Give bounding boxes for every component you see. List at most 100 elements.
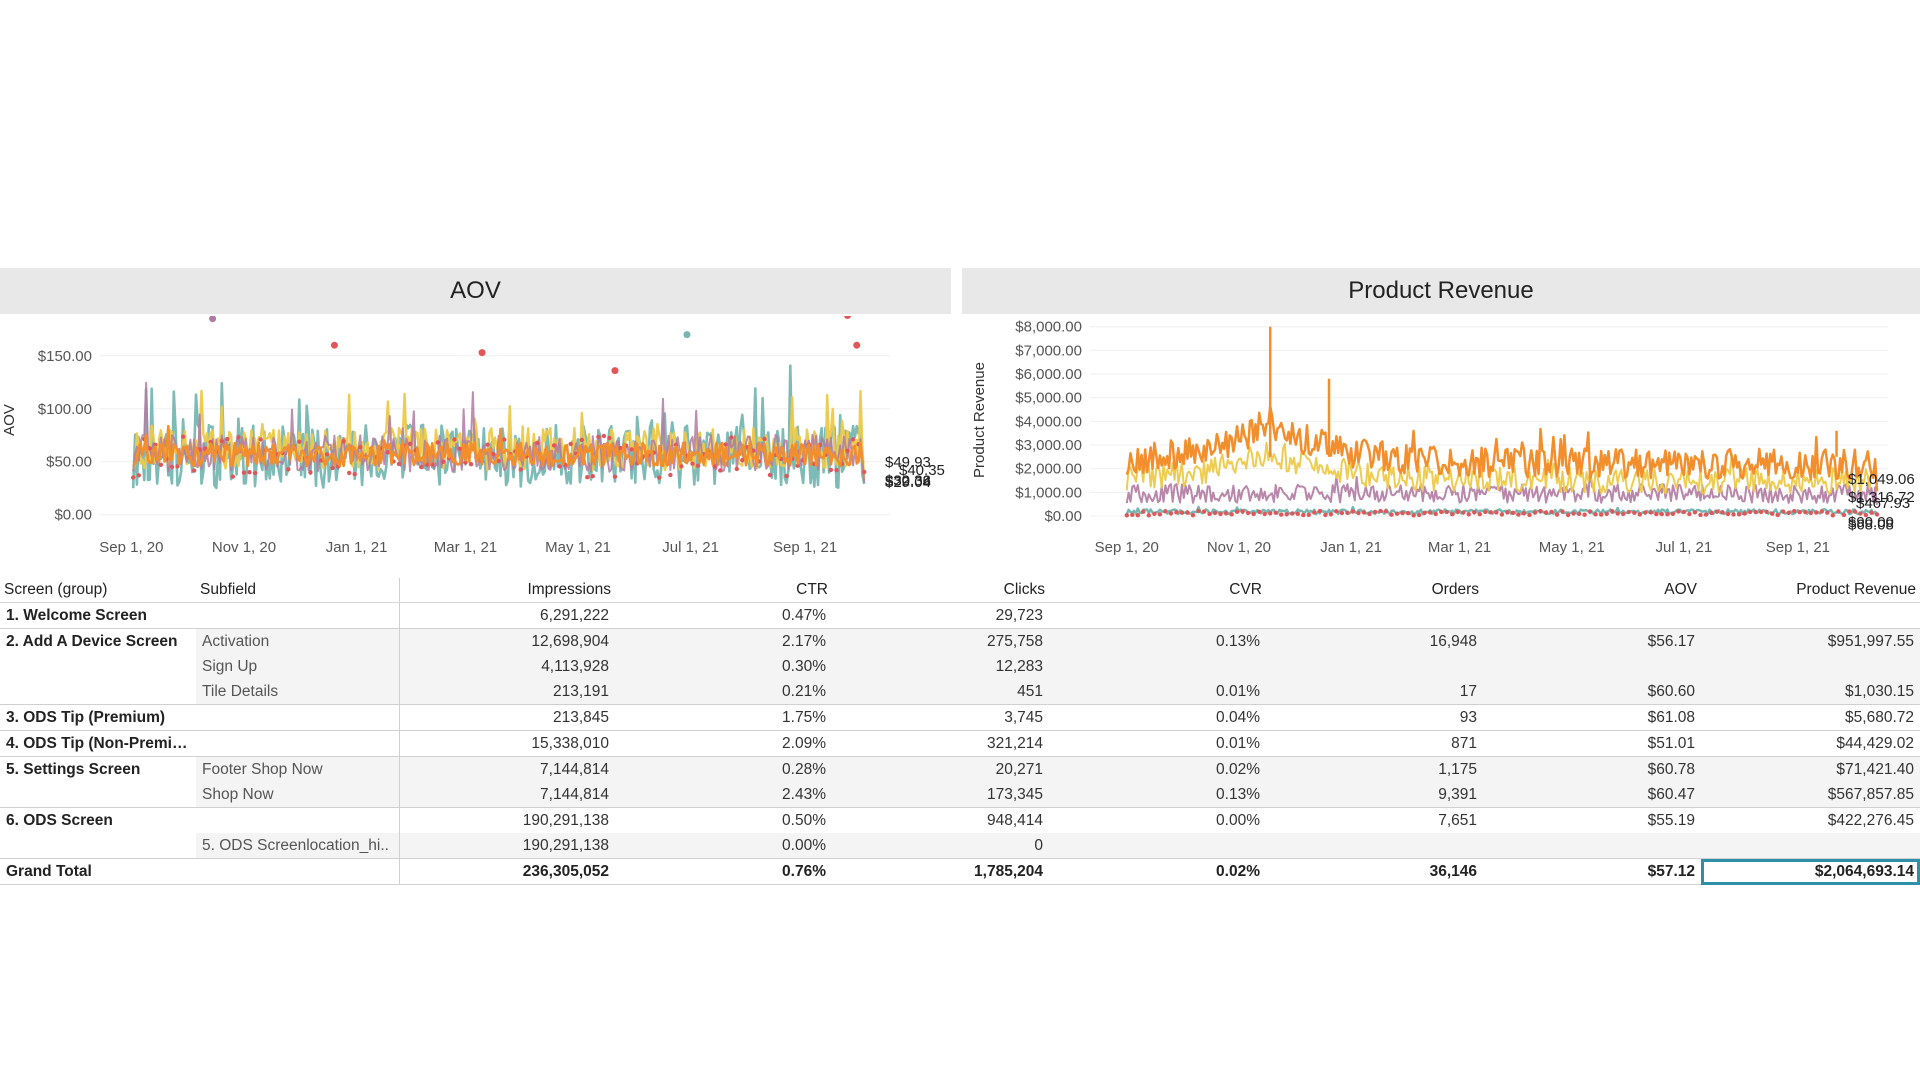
series-point[interactable] bbox=[1714, 509, 1720, 514]
series-line-4[interactable] bbox=[132, 424, 865, 468]
series-point[interactable] bbox=[1268, 511, 1273, 516]
series-point[interactable] bbox=[1212, 510, 1218, 516]
series-point[interactable] bbox=[1841, 512, 1847, 518]
table-row[interactable]: Tile Details 213,191 0.21% 451 0.01% 17 $60.60… bbox=[0, 679, 1920, 705]
series-point[interactable] bbox=[862, 469, 867, 475]
series-point[interactable] bbox=[1146, 513, 1151, 518]
series-point[interactable] bbox=[1168, 511, 1174, 516]
series-point[interactable] bbox=[1152, 511, 1157, 516]
series-point[interactable] bbox=[834, 468, 839, 473]
series-point[interactable] bbox=[1367, 511, 1372, 517]
series-point[interactable] bbox=[1207, 511, 1212, 517]
series-point[interactable] bbox=[1306, 512, 1311, 517]
table-row[interactable]: 1. Welcome Screen 6,291,222 0.47% 29,723 bbox=[0, 602, 1920, 629]
series-point[interactable] bbox=[1400, 510, 1405, 516]
series-point[interactable] bbox=[258, 437, 263, 442]
series-point[interactable] bbox=[147, 446, 152, 451]
series-point[interactable] bbox=[1190, 513, 1196, 518]
series-point[interactable] bbox=[1709, 510, 1714, 516]
series-point[interactable] bbox=[1416, 512, 1422, 518]
series-point[interactable] bbox=[230, 474, 236, 479]
series-point[interactable] bbox=[1758, 509, 1764, 515]
series-point[interactable] bbox=[1334, 509, 1339, 514]
series-point[interactable] bbox=[1593, 512, 1598, 517]
series-point[interactable] bbox=[668, 472, 673, 478]
series-point[interactable] bbox=[1720, 510, 1725, 515]
series-point[interactable] bbox=[1339, 510, 1345, 516]
revenue-chart[interactable]: $0.00 $1,000.00 $2,000.00 $3,000.00 $4,000.0… bbox=[962, 316, 1920, 566]
series-point[interactable] bbox=[695, 463, 701, 468]
series-point[interactable] bbox=[1411, 513, 1416, 518]
table-row[interactable]: 5. ODS Screenlocation_hi.. 190,291,138 0.0… bbox=[0, 833, 1920, 859]
series-point[interactable] bbox=[1196, 508, 1201, 514]
series-point[interactable] bbox=[225, 436, 230, 442]
series-point[interactable] bbox=[1803, 509, 1808, 515]
series-point[interactable] bbox=[679, 464, 684, 469]
series-point[interactable] bbox=[131, 475, 136, 480]
series-point[interactable] bbox=[1792, 508, 1797, 514]
series-line-4[interactable] bbox=[1125, 404, 1879, 492]
series-point[interactable] bbox=[502, 437, 507, 442]
series-point[interactable] bbox=[1223, 511, 1229, 516]
series-point[interactable] bbox=[1279, 512, 1284, 517]
series-point[interactable] bbox=[1615, 511, 1620, 516]
series-point[interactable] bbox=[1328, 512, 1334, 517]
series-point[interactable] bbox=[1361, 510, 1367, 515]
series-point[interactable] bbox=[1433, 511, 1438, 517]
series-line-2[interactable] bbox=[1125, 469, 1878, 506]
series-point[interactable] bbox=[1626, 509, 1631, 515]
series-point[interactable] bbox=[557, 464, 562, 469]
series-point[interactable] bbox=[535, 440, 540, 446]
series-point[interactable] bbox=[850, 437, 856, 442]
series-point[interactable] bbox=[607, 435, 612, 441]
series-point[interactable] bbox=[1659, 511, 1664, 517]
series-point[interactable] bbox=[1731, 512, 1736, 517]
series-point[interactable] bbox=[1698, 512, 1703, 518]
grand-total-row[interactable]: Grand Total 236,305,052 0.76% 1,785,204 … bbox=[0, 858, 1920, 885]
series-point[interactable] bbox=[1858, 511, 1863, 516]
series-point[interactable] bbox=[1825, 510, 1830, 515]
series-point[interactable] bbox=[1273, 510, 1278, 515]
table-row[interactable]: 5. Settings Screen Footer Shop Now 7,144,8… bbox=[0, 756, 1920, 782]
outlier-point[interactable] bbox=[844, 316, 852, 320]
series-point[interactable] bbox=[396, 461, 402, 467]
series-point[interactable] bbox=[297, 439, 302, 444]
series-point[interactable] bbox=[1692, 510, 1698, 515]
series-point[interactable] bbox=[1532, 510, 1538, 515]
outlier-point[interactable] bbox=[478, 349, 486, 357]
series-point[interactable] bbox=[1676, 509, 1681, 514]
col-header-cvr[interactable]: CVR bbox=[1049, 578, 1266, 603]
series-point[interactable] bbox=[1483, 509, 1488, 515]
col-header-subfield[interactable]: Subfield bbox=[196, 578, 400, 603]
series-point[interactable] bbox=[1808, 510, 1813, 516]
series-point[interactable] bbox=[1229, 512, 1234, 517]
table-row[interactable]: 3. ODS Tip (Premium) 213,845 1.75% 3,745 0.0… bbox=[0, 704, 1920, 731]
series-point[interactable] bbox=[1372, 509, 1378, 515]
series-point[interactable] bbox=[1444, 509, 1449, 515]
series-line-1[interactable] bbox=[132, 389, 866, 481]
series-point[interactable] bbox=[1505, 510, 1510, 515]
col-header-screen-group[interactable]: Screen (group) bbox=[0, 578, 196, 603]
series-point[interactable] bbox=[180, 434, 186, 439]
series-point[interactable] bbox=[1665, 512, 1670, 517]
outlier-point[interactable] bbox=[330, 341, 338, 349]
series-point[interactable] bbox=[308, 470, 313, 475]
series-point[interactable] bbox=[1218, 511, 1223, 517]
series-point[interactable] bbox=[1874, 512, 1880, 517]
series-point[interactable] bbox=[1681, 509, 1687, 515]
series-point[interactable] bbox=[1775, 512, 1780, 518]
series-point[interactable] bbox=[767, 472, 773, 478]
series-point[interactable] bbox=[723, 442, 728, 447]
grand-total-product-revenue[interactable]: $2,064,693.14 bbox=[1701, 858, 1920, 885]
series-point[interactable] bbox=[1786, 510, 1791, 515]
series-point[interactable] bbox=[1157, 512, 1163, 517]
series-point[interactable] bbox=[1736, 512, 1742, 517]
col-header-ctr[interactable]: CTR bbox=[615, 578, 832, 603]
series-point[interactable] bbox=[1262, 511, 1267, 517]
series-point[interactable] bbox=[1179, 510, 1185, 515]
series-point[interactable] bbox=[734, 466, 739, 472]
series-point[interactable] bbox=[1345, 510, 1350, 515]
series-point[interactable] bbox=[1781, 509, 1786, 514]
series-point[interactable] bbox=[762, 436, 767, 442]
series-point[interactable] bbox=[1516, 512, 1521, 517]
